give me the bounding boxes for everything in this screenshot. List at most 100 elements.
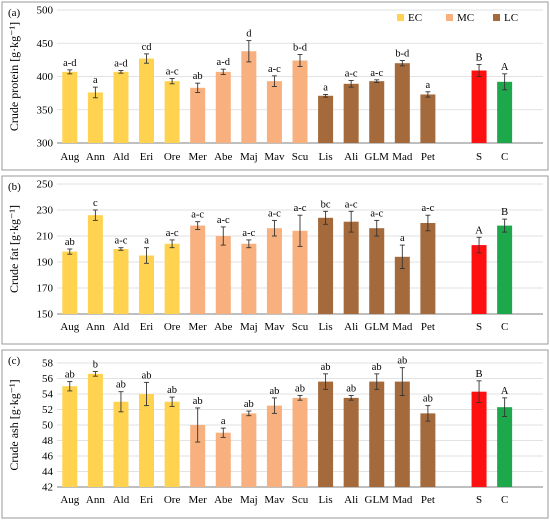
category-label: Scu [292,151,309,163]
bar-mav [266,405,282,487]
y-tick-label: 42 [42,482,53,494]
significance-label: ab [244,399,254,410]
panel-label: (c) [8,355,21,367]
bar-glm [369,381,385,487]
y-axis-title: Crude fat [g·kg⁻¹] [7,205,21,293]
y-tick-label: 450 [37,38,54,50]
bar-ald [113,401,129,487]
significance-label: ab [193,396,203,407]
y-tick-label: 400 [37,71,54,83]
category-label: Eri [140,321,153,333]
y-tick-label: 230 [37,205,54,217]
category-label: Ore [164,321,181,333]
significance-label: a-c [345,199,358,210]
category-label: Mav [264,321,285,333]
bar-mad [394,381,410,487]
category-label: Lis [319,321,333,333]
bar-aug [62,386,78,487]
panel-frame [1,1,549,171]
significance-label: b [93,360,98,371]
significance-label: a [221,416,226,427]
category-label: Pet [421,494,435,506]
category-label: Ali [344,151,358,163]
category-label: Mer [189,494,208,506]
significance-label: a-d [217,57,231,68]
panel-label: (a) [8,7,21,19]
bar-maj [241,243,257,314]
bar-maj [241,51,257,144]
significance-label: a-c [294,203,307,214]
significance-label: ab [321,362,331,373]
category-label: C [501,151,508,163]
bar-eri [139,255,155,314]
category-label: GLM [365,494,390,506]
legend-label-lc: LC [504,12,518,24]
category-label: Abe [214,321,232,333]
y-tick-label: 48 [42,435,54,447]
y-tick-label: 52 [42,404,53,416]
significance-label: a-c [166,228,179,239]
category-label: GLM [365,151,390,163]
bar-lis [318,217,334,314]
significance-label: ab [142,370,152,381]
category-label: Mav [264,151,285,163]
category-label: Scu [292,494,309,506]
y-tick-label: 46 [42,451,54,463]
significance-label: a-c [268,208,281,219]
bar-ann [87,215,103,314]
category-label: GLM [365,321,390,333]
bar-mad [394,63,410,144]
category-label: S [476,321,482,333]
category-label: Mer [189,321,208,333]
significance-label: ab [65,370,75,381]
y-tick-label: 500 [37,5,54,17]
y-tick-label: 44 [42,466,54,478]
bar-lis [318,381,334,487]
significance-label: B [476,53,483,64]
significance-label: a-c [370,208,383,219]
significance-label: a-c [115,236,128,247]
bar-ald [113,249,129,314]
category-label: S [476,151,482,163]
y-tick-label: 210 [37,231,54,243]
significance-label: B [476,369,483,380]
significance-label: a [144,236,149,247]
bar-mav [266,228,282,314]
bar-aug [62,251,78,314]
legend-swatch-ec [397,14,404,21]
legend-label-ec: EC [408,12,422,24]
bar-abe [215,432,231,487]
category-label: Abe [214,494,232,506]
category-label: Mad [392,321,413,333]
y-tick-label: 58 [42,358,54,370]
significance-label: a-c [217,215,230,226]
significance-label: a [323,82,328,93]
bar-scu [292,60,308,143]
y-axis-title: Crude ash [g·kg⁻¹] [7,379,21,470]
bar-eri [139,394,155,487]
significance-label: bc [321,199,331,210]
significance-label: A [475,225,483,236]
y-tick-label: 350 [37,104,54,116]
significance-label: ab [423,394,433,405]
bar-abe [215,71,231,143]
bar-pet [420,223,436,314]
category-label: Ald [113,494,130,506]
bar-aug [62,71,78,143]
bar-ore [164,401,180,487]
category-label: Lis [319,151,333,163]
bar-scu [292,397,308,487]
legend-swatch-lc [493,14,500,21]
bar-ann [87,373,103,487]
category-label: Abe [214,151,232,163]
significance-label: ab [346,384,356,395]
significance-label: a-c [268,64,281,75]
category-label: Eri [140,151,153,163]
category-label: Ali [344,321,358,333]
significance-label: a-d [114,59,128,70]
y-tick-label: 190 [37,257,54,269]
significance-label: c [93,198,98,209]
category-label: Ali [344,494,358,506]
significance-label: A [501,62,509,73]
